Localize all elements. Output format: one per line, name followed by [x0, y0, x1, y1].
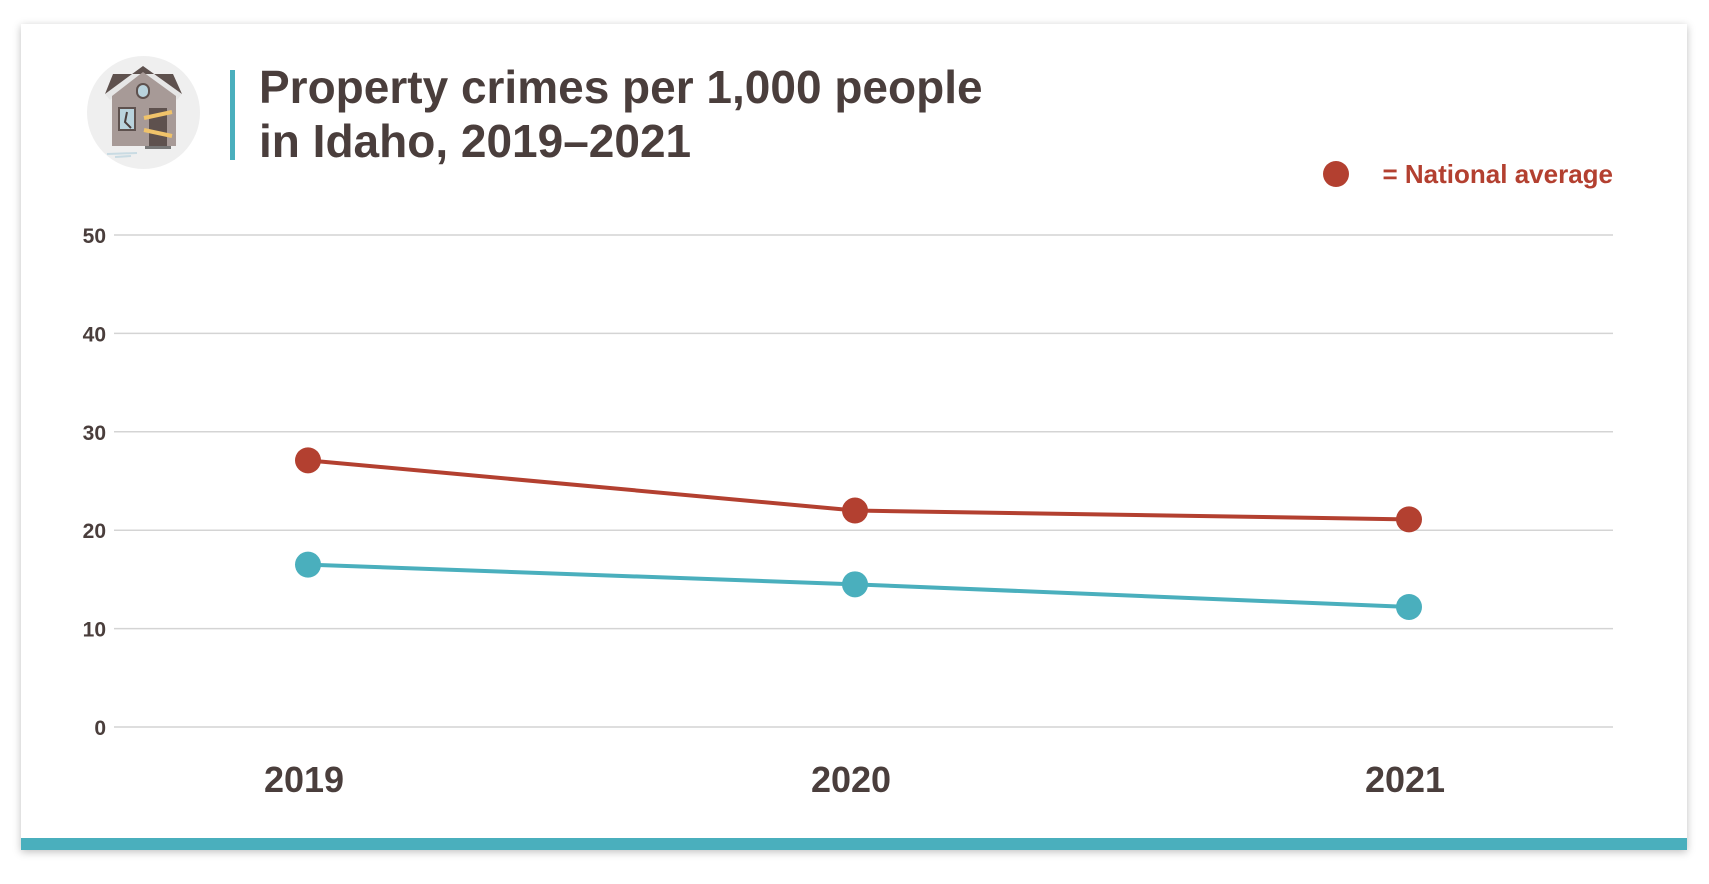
y-tick-label: 10	[83, 619, 106, 642]
y-tick-label: 30	[83, 422, 106, 445]
y-tick-label: 40	[83, 323, 106, 346]
national-average-point	[842, 497, 868, 524]
national-average-point	[1396, 506, 1422, 533]
x-tick-label: 2019	[264, 759, 344, 800]
national-average-point	[295, 447, 321, 474]
idaho-point	[295, 551, 321, 578]
chart-card: Property crimes per 1,000 people in Idah…	[21, 24, 1687, 850]
idaho-point	[842, 571, 868, 598]
y-tick-label: 20	[83, 520, 106, 543]
title-accent-bar	[230, 70, 235, 160]
legend: = National average	[1323, 159, 1613, 189]
x-tick-label: 2020	[811, 759, 891, 800]
bottom-accent-bar	[21, 838, 1687, 850]
y-tick-label: 50	[83, 225, 106, 248]
title-line-1: Property crimes per 1,000 people	[259, 61, 983, 113]
y-tick-label: 0	[94, 717, 106, 740]
legend-label: = National average	[1383, 159, 1614, 189]
idaho-point	[1396, 593, 1422, 620]
chart-title: Property crimes per 1,000 people in Idah…	[259, 60, 983, 168]
boarded-house-icon	[87, 56, 200, 169]
legend-marker	[1323, 161, 1349, 187]
title-line-2: in Idaho, 2019–2021	[259, 115, 692, 167]
x-tick-label: 2021	[1365, 759, 1445, 800]
